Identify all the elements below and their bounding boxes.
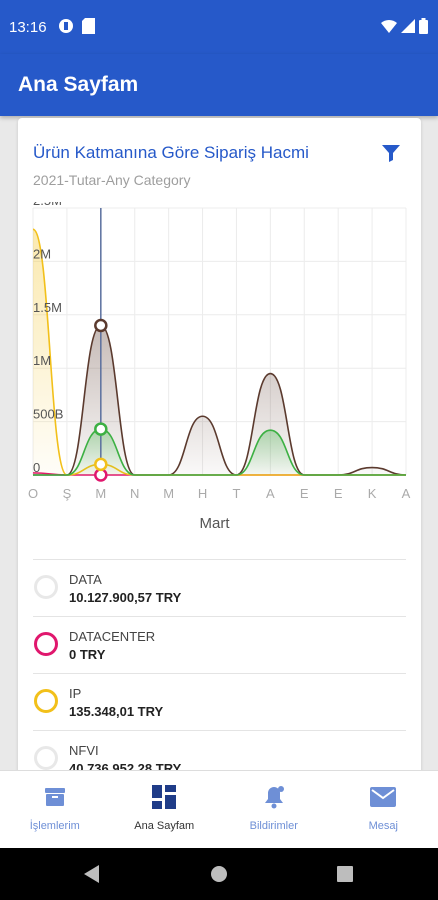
- notification-app-icon: [59, 19, 73, 33]
- x-tick-label: Ş: [63, 486, 72, 501]
- legend-name: DATA: [69, 572, 102, 587]
- legend-value: 135.348,01 TRY: [69, 704, 164, 719]
- y-tick-label: 2.5M: [33, 202, 62, 208]
- area-chart[interactable]: 0 500B 1M 1.5M 2M 2.5M O Ş M N M H T A E E K A: [18, 202, 421, 542]
- app-bar: Ana Sayfam: [0, 54, 438, 116]
- marker-nfvi: [94, 422, 108, 436]
- chart-series: [32, 228, 407, 476]
- x-tick-label: A: [266, 486, 275, 501]
- inbox-icon: [42, 784, 68, 810]
- legend-name: IP: [69, 686, 82, 701]
- legend-value: 0 TRY: [69, 647, 106, 662]
- series-area-data: [33, 325, 406, 475]
- x-tick-label: E: [300, 486, 309, 501]
- signal-icon: [401, 19, 415, 33]
- legend-swatch: [34, 575, 58, 599]
- recents-icon[interactable]: [337, 866, 353, 882]
- legend-swatch: [34, 632, 58, 656]
- bottom-navigation: İşlemlerim Ana Sayfam Bildirimler Mesaj: [0, 770, 438, 848]
- legend-value: 10.127.900,57 TRY: [69, 590, 182, 605]
- x-tick-label: N: [130, 486, 139, 501]
- chart-markers: [94, 208, 108, 482]
- legend-item[interactable]: IP 135.348,01 TRY: [33, 673, 406, 730]
- status-bar: 13:16: [0, 0, 438, 54]
- back-icon[interactable]: [84, 865, 100, 883]
- x-tick-label: T: [232, 486, 240, 501]
- y-tick-label: 2M: [33, 246, 51, 261]
- nav-item-bildirimler[interactable]: Bildirimler: [219, 771, 329, 848]
- marker-ip: [94, 457, 108, 472]
- chart-title: Ürün Katmanına Göre Sipariş Hacmi: [33, 143, 309, 162]
- legend-item[interactable]: DATACENTER 0 TRY: [33, 616, 406, 673]
- status-left-icons: [58, 18, 95, 34]
- x-axis-title: Mart: [199, 515, 230, 532]
- x-tick-label: M: [95, 486, 106, 501]
- battery-icon: [419, 18, 428, 34]
- nav-label: Ana Sayfam: [134, 820, 195, 832]
- legend-list: DATA 10.127.900,57 TRY DATACENTER 0 TRY IP 13…: [33, 559, 406, 778]
- sim-card-icon: [82, 18, 95, 34]
- home-icon[interactable]: [210, 865, 228, 883]
- marker-datacenter: [94, 468, 108, 482]
- filter-icon[interactable]: [380, 142, 402, 164]
- status-right-icons: [381, 18, 428, 34]
- y-tick-label: 500B: [33, 407, 63, 422]
- chart-card: Ürün Katmanına Göre Sipariş Hacmi 2021-T…: [18, 118, 421, 778]
- page-title: Ana Sayfam: [18, 73, 139, 96]
- series-area-nfvi: [33, 429, 406, 475]
- nav-item-islemlerim[interactable]: İşlemlerim: [0, 771, 110, 848]
- legend-swatch: [34, 689, 58, 713]
- dashboard-icon: [151, 784, 177, 810]
- x-tick-label: M: [163, 486, 174, 501]
- nav-item-mesaj[interactable]: Mesaj: [329, 771, 438, 848]
- y-tick-label: 1M: [33, 353, 51, 368]
- nav-label: İşlemlerim: [29, 820, 80, 832]
- nav-label: Mesaj: [368, 820, 398, 832]
- x-tick-label: K: [368, 486, 377, 501]
- chart-ticks: 0 500B 1M 1.5M 2M 2.5M O Ş M N M H T A E E K A: [28, 202, 411, 501]
- y-tick-label: 1.5M: [33, 300, 62, 315]
- nav-label: Bildirimler: [249, 820, 298, 832]
- wifi-icon: [381, 19, 397, 33]
- legend-item[interactable]: DATA 10.127.900,57 TRY: [33, 559, 406, 616]
- legend-name: DATACENTER: [69, 629, 156, 644]
- status-time: 13:16: [9, 19, 47, 36]
- x-tick-label: E: [334, 486, 343, 501]
- nav-item-ana-sayfam[interactable]: Ana Sayfam: [110, 771, 220, 848]
- mail-icon: [370, 784, 397, 810]
- system-navigation-bar: [0, 848, 438, 900]
- chart-subtitle: 2021-Tutar-Any Category: [33, 172, 191, 188]
- x-tick-label: O: [28, 486, 38, 501]
- legend-swatch: [34, 746, 58, 770]
- x-tick-label: A: [402, 486, 411, 501]
- marker-data: [94, 318, 108, 333]
- bell-icon: [261, 784, 287, 810]
- legend-name: NFVI: [69, 743, 99, 758]
- x-tick-label: H: [198, 486, 207, 501]
- y-tick-label: 0: [33, 460, 40, 475]
